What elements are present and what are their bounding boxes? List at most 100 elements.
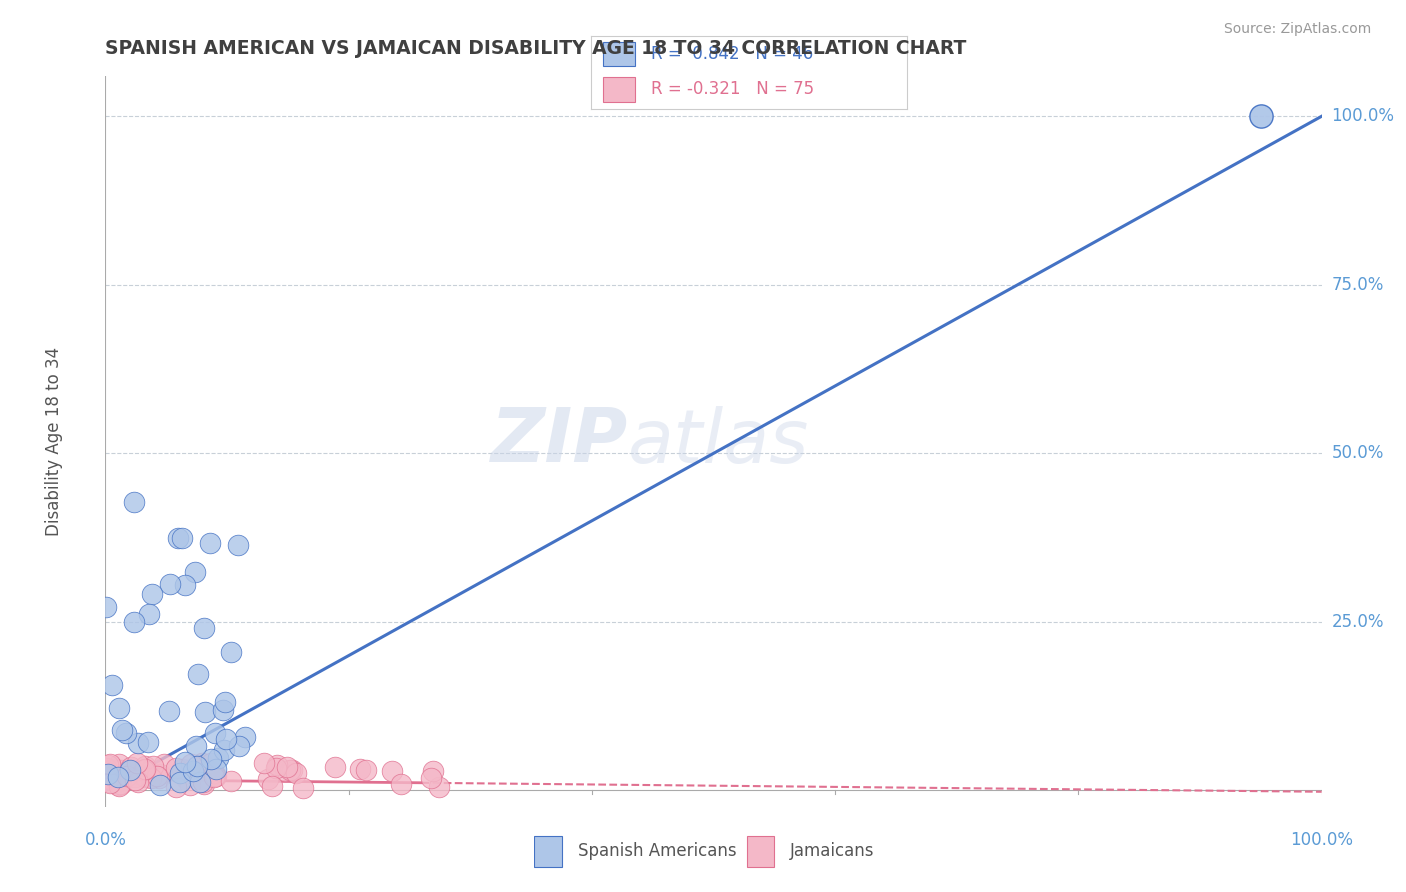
Point <box>124 495 146 509</box>
Point <box>149 767 172 781</box>
Text: 0.0%: 0.0% <box>84 830 127 849</box>
Point <box>124 615 146 629</box>
Point <box>179 778 201 792</box>
Text: Source: ZipAtlas.com: Source: ZipAtlas.com <box>1223 22 1371 37</box>
Point <box>111 763 134 777</box>
Point <box>98 776 121 790</box>
Point <box>186 759 208 773</box>
Point <box>165 780 187 794</box>
Point <box>170 762 193 776</box>
Point <box>266 757 288 772</box>
Point <box>110 777 132 791</box>
Point <box>165 761 187 775</box>
Text: Spanish Americans: Spanish Americans <box>578 842 737 860</box>
Point <box>204 726 226 740</box>
Point <box>198 536 221 550</box>
Point <box>278 763 301 777</box>
Point <box>125 756 148 770</box>
Bar <box>747 837 775 867</box>
Point <box>191 774 214 789</box>
Point <box>180 757 202 772</box>
Point <box>115 726 138 740</box>
Point <box>157 704 180 718</box>
Point <box>139 770 162 784</box>
Point <box>205 769 228 783</box>
Point <box>145 769 167 783</box>
Text: atlas: atlas <box>628 406 810 477</box>
Point <box>389 777 412 791</box>
Point <box>219 774 242 789</box>
Point <box>124 773 146 788</box>
Point <box>100 775 122 789</box>
Point <box>159 577 181 591</box>
Point <box>190 756 212 770</box>
Point <box>226 538 249 552</box>
Point <box>94 764 117 779</box>
Point <box>273 764 295 778</box>
Point <box>107 700 129 714</box>
Point <box>101 678 124 692</box>
Point <box>187 666 209 681</box>
Text: ZIP: ZIP <box>491 405 628 478</box>
Point <box>149 778 172 792</box>
Text: 50.0%: 50.0% <box>1331 444 1384 462</box>
Point <box>107 770 129 784</box>
Point <box>323 760 346 774</box>
Bar <box>603 77 636 102</box>
Point <box>427 780 450 795</box>
Text: 25.0%: 25.0% <box>1331 613 1384 631</box>
Point <box>184 739 207 753</box>
Point <box>257 772 280 786</box>
Point <box>169 765 191 780</box>
Point <box>111 766 134 780</box>
Point <box>98 757 121 772</box>
Point <box>212 703 235 717</box>
Point <box>420 771 443 785</box>
Point <box>233 730 256 744</box>
Text: Jamaicans: Jamaicans <box>790 842 875 860</box>
Point <box>111 723 134 737</box>
Point <box>212 742 235 756</box>
Text: 75.0%: 75.0% <box>1331 276 1384 293</box>
Point <box>194 705 217 719</box>
Point <box>107 778 129 792</box>
Point <box>356 764 378 778</box>
Point <box>228 739 250 753</box>
Point <box>291 781 314 796</box>
Point <box>285 765 308 780</box>
Point <box>1250 109 1272 123</box>
Point <box>97 767 120 781</box>
Point <box>202 765 225 780</box>
Point <box>253 756 276 771</box>
Point <box>101 762 124 776</box>
Point <box>280 764 302 778</box>
Point <box>110 772 132 787</box>
Point <box>127 736 149 750</box>
Point <box>141 587 163 601</box>
Point <box>207 751 229 765</box>
Point <box>188 760 211 774</box>
Point <box>200 751 222 765</box>
Point <box>120 760 142 774</box>
Point <box>134 762 156 776</box>
Point <box>153 756 176 771</box>
Point <box>167 531 190 545</box>
Point <box>173 577 195 591</box>
Point <box>170 531 193 545</box>
Point <box>145 769 167 783</box>
Text: 100.0%: 100.0% <box>1331 107 1395 125</box>
Point <box>134 770 156 784</box>
Point <box>190 774 212 789</box>
Point <box>107 756 129 771</box>
Point <box>422 764 444 779</box>
Point <box>120 763 142 777</box>
Bar <box>603 42 636 66</box>
Point <box>181 764 204 779</box>
Point <box>204 770 226 784</box>
Point <box>349 763 371 777</box>
Point <box>200 756 222 771</box>
Point <box>108 776 131 790</box>
Point <box>105 762 128 776</box>
Point <box>94 599 117 614</box>
Text: 100.0%: 100.0% <box>1291 830 1353 849</box>
